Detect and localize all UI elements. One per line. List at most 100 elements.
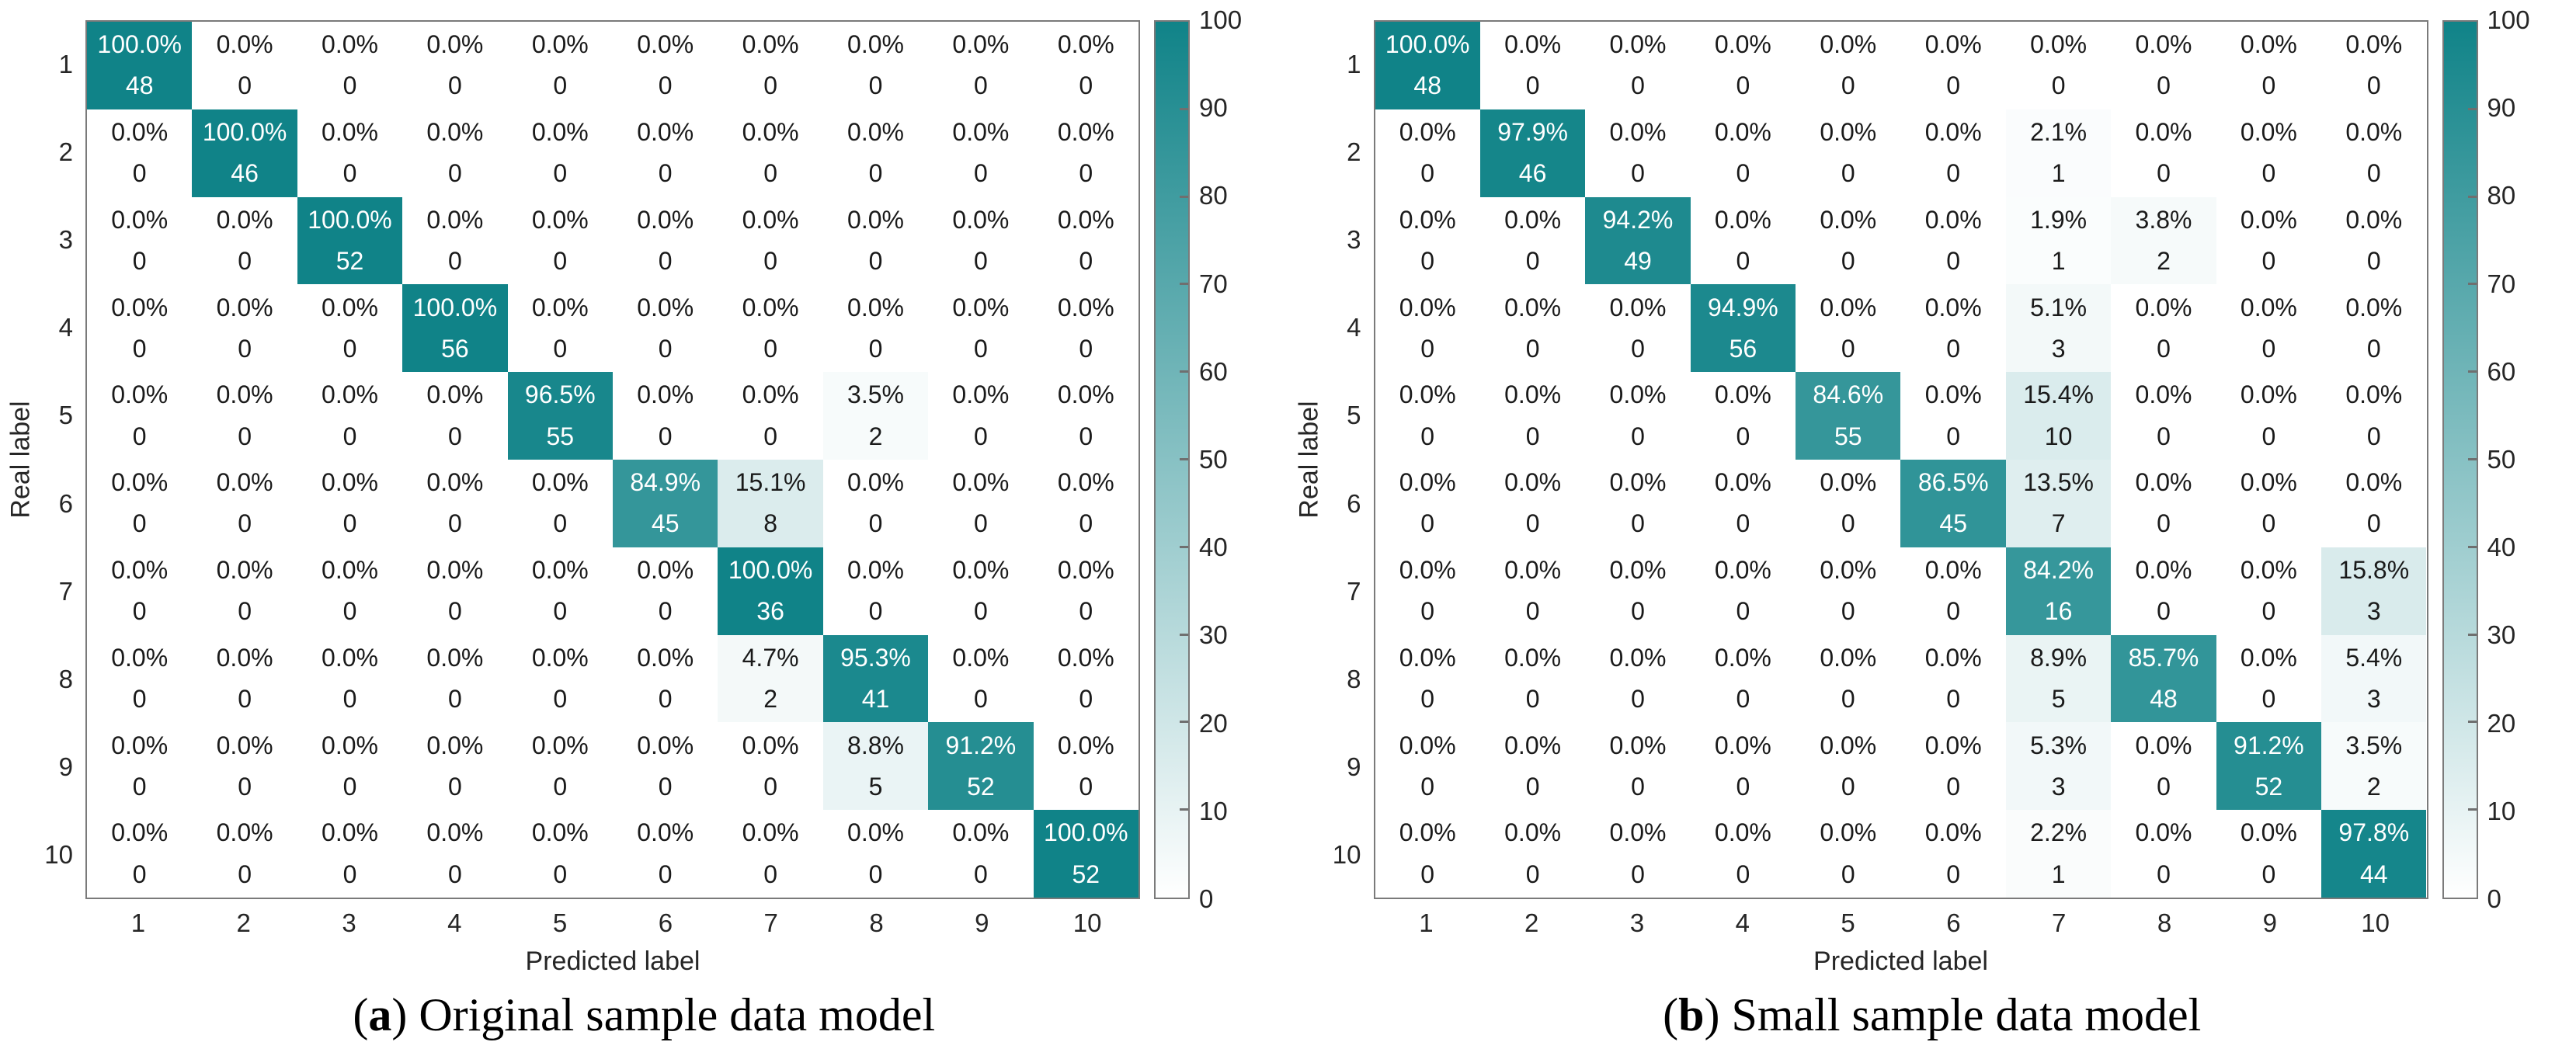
cell-count: 0 bbox=[1420, 334, 1435, 363]
matrix-cell: 0.0% 0 bbox=[1375, 372, 1480, 460]
matrix-cell: 0.0% 0 bbox=[1690, 547, 1796, 635]
matrix-cell: 0.0% 0 bbox=[1033, 722, 1139, 811]
cell-percent: 0.0% bbox=[426, 818, 484, 847]
cell-percent: 0.0% bbox=[2135, 380, 2192, 409]
cell-percent: 0.0% bbox=[2240, 30, 2297, 59]
cell-percent: 0.0% bbox=[2240, 818, 2297, 847]
x-tick-label: 1 bbox=[1419, 908, 1434, 937]
matrix-cell: 0.0% 0 bbox=[2216, 372, 2322, 460]
cell-count: 0 bbox=[342, 159, 357, 188]
cell-count: 0 bbox=[238, 422, 252, 450]
colorbar-tick-mark bbox=[1180, 370, 1188, 373]
matrix-cell: 0.0% 0 bbox=[297, 722, 403, 811]
colorbar-tick-mark bbox=[1180, 808, 1188, 811]
matrix-cell: 0.0% 0 bbox=[2216, 22, 2322, 109]
matrix-cell: 0.0% 0 bbox=[192, 284, 297, 373]
cell-percent: 0.0% bbox=[1399, 380, 1456, 409]
cell-count: 0 bbox=[2366, 246, 2381, 275]
y-tick-label: 4 bbox=[58, 313, 73, 342]
cell-percent: 0.0% bbox=[216, 30, 273, 59]
matrix-cell: 3.5% 2 bbox=[822, 372, 929, 460]
cell-percent: 0.0% bbox=[1820, 30, 1877, 59]
x-tick-label: 2 bbox=[1524, 908, 1539, 937]
cell-count: 0 bbox=[1079, 422, 1093, 450]
cell-count: 0 bbox=[132, 159, 147, 188]
cell-count: 0 bbox=[447, 684, 462, 713]
caption-paren-open: ( bbox=[1663, 989, 1679, 1040]
cell-percent: 0.0% bbox=[216, 731, 273, 759]
cell-count: 0 bbox=[2261, 334, 2276, 363]
cell-count: 0 bbox=[1525, 334, 1540, 363]
cell-count: 0 bbox=[238, 772, 252, 801]
cell-percent: 0.0% bbox=[111, 556, 169, 584]
colorbar-tick-label: 10 bbox=[1199, 796, 1228, 825]
y-axis-label: Real label bbox=[1294, 401, 1323, 519]
x-tick-label: 7 bbox=[2052, 908, 2067, 937]
matrix-cell: 0.0% 0 bbox=[928, 284, 1034, 373]
matrix-cell: 0.0% 0 bbox=[1690, 460, 1796, 547]
cell-count: 0 bbox=[2261, 684, 2276, 713]
matrix-cell: 0.0% 0 bbox=[87, 810, 193, 898]
matrix-cell: 0.0% 0 bbox=[928, 109, 1034, 197]
y-tick-label: 3 bbox=[58, 224, 73, 254]
matrix-cell: 0.0% 0 bbox=[1690, 634, 1796, 723]
matrix-cell: 0.0% 0 bbox=[928, 634, 1034, 723]
cell-count: 0 bbox=[1736, 860, 1750, 888]
cell-count: 0 bbox=[658, 597, 673, 626]
cell-percent: 100.0% bbox=[412, 293, 498, 321]
cell-percent: 0.0% bbox=[742, 118, 799, 146]
cell-count: 48 bbox=[1413, 71, 1441, 100]
x-tick-label: 2 bbox=[236, 908, 251, 937]
cell-count: 0 bbox=[2366, 422, 2381, 450]
matrix-cell: 0.0% 0 bbox=[2111, 810, 2216, 898]
cell-count: 0 bbox=[447, 509, 462, 538]
y-tick-label: 5 bbox=[58, 401, 73, 430]
cell-count: 0 bbox=[1841, 684, 1855, 713]
matrix-cell: 0.0% 0 bbox=[402, 372, 508, 460]
cell-percent: 0.0% bbox=[531, 30, 589, 59]
cell-percent: 0.0% bbox=[531, 205, 589, 234]
cell-count: 0 bbox=[1420, 684, 1435, 713]
matrix-cell: 0.0% 0 bbox=[2111, 22, 2216, 109]
cell-count: 0 bbox=[1079, 597, 1093, 626]
matrix-cell: 0.0% 0 bbox=[822, 547, 929, 635]
cell-percent: 0.0% bbox=[1057, 731, 1114, 759]
cell-count: 2 bbox=[763, 684, 777, 713]
y-tick-label: 2 bbox=[58, 137, 73, 166]
cell-count: 0 bbox=[1631, 772, 1645, 801]
cell-count: 0 bbox=[2157, 71, 2171, 100]
cell-count: 0 bbox=[1420, 860, 1435, 888]
x-tick-label: 10 bbox=[1072, 908, 1102, 937]
cell-percent: 0.0% bbox=[847, 556, 904, 584]
matrix-cell: 0.0% 0 bbox=[1033, 22, 1139, 109]
matrix-cell: 0.0% 0 bbox=[1900, 722, 2006, 811]
matrix-cell: 0.0% 0 bbox=[2111, 460, 2216, 547]
cell-count: 0 bbox=[447, 422, 462, 450]
cell-percent: 13.5% bbox=[2023, 468, 2094, 497]
cell-percent: 0.0% bbox=[216, 205, 273, 234]
x-tick-label: 6 bbox=[1946, 908, 1961, 937]
matrix-cell: 0.0% 0 bbox=[612, 372, 718, 460]
cell-count: 0 bbox=[342, 334, 357, 363]
matrix-cell: 0.0% 0 bbox=[1900, 810, 2006, 898]
matrix-cell: 0.0% 0 bbox=[718, 109, 823, 197]
matrix-cell: 0.0% 0 bbox=[507, 196, 613, 285]
cell-count: 0 bbox=[132, 684, 147, 713]
matrix-cell: 0.0% 0 bbox=[612, 109, 718, 197]
cell-count: 0 bbox=[1525, 246, 1540, 275]
cell-count: 0 bbox=[1946, 422, 1961, 450]
cell-percent: 0.0% bbox=[1504, 30, 1562, 59]
cell-percent: 0.0% bbox=[216, 556, 273, 584]
cell-percent: 0.0% bbox=[426, 643, 484, 672]
matrix-cell: 0.0% 0 bbox=[297, 460, 403, 547]
x-tick-label: 4 bbox=[447, 908, 462, 937]
cell-percent: 0.0% bbox=[1399, 818, 1456, 847]
cell-count: 0 bbox=[1525, 772, 1540, 801]
matrix-cell: 0.0% 0 bbox=[1479, 810, 1586, 898]
cell-percent: 1.9% bbox=[2030, 205, 2088, 234]
cell-count: 0 bbox=[1079, 159, 1093, 188]
cell-count: 46 bbox=[231, 159, 259, 188]
cell-percent: 0.0% bbox=[2345, 205, 2403, 234]
x-tick-label: 4 bbox=[1735, 908, 1750, 937]
cell-percent: 0.0% bbox=[322, 293, 378, 321]
